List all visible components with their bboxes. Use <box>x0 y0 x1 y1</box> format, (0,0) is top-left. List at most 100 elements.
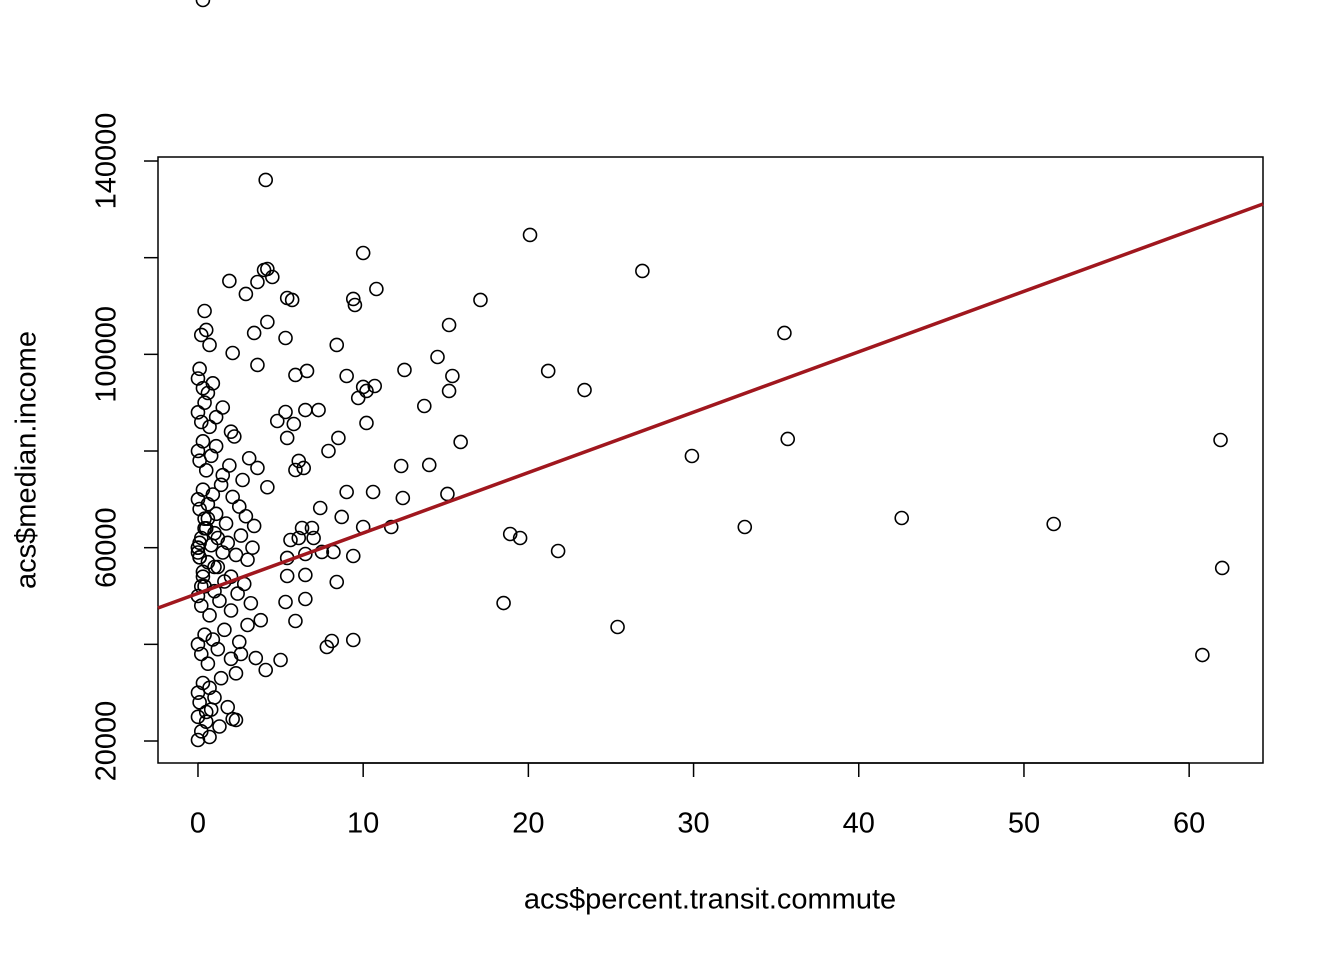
point <box>395 490 411 506</box>
point <box>441 317 457 333</box>
point <box>205 376 221 391</box>
point <box>213 477 229 493</box>
point <box>213 670 229 686</box>
point <box>246 518 262 534</box>
point <box>190 405 206 420</box>
point <box>1213 432 1228 448</box>
point <box>230 586 245 601</box>
point <box>250 274 265 290</box>
point <box>240 552 255 568</box>
point <box>430 349 445 365</box>
point <box>250 357 265 373</box>
point <box>339 368 354 384</box>
regression-line <box>157 202 1264 610</box>
point <box>345 548 361 564</box>
point <box>193 598 209 613</box>
point <box>198 322 214 338</box>
x-tick-label: 60 <box>1173 808 1205 840</box>
point <box>331 430 346 446</box>
point <box>421 457 437 473</box>
point <box>192 695 207 710</box>
point <box>235 472 250 488</box>
point <box>383 519 399 535</box>
point <box>1046 516 1061 532</box>
point <box>205 487 221 502</box>
x-tick-label: 0 <box>190 808 206 840</box>
point <box>210 530 226 546</box>
point <box>193 414 209 430</box>
point <box>197 395 212 410</box>
point <box>212 719 227 734</box>
point <box>393 458 409 474</box>
point <box>635 263 650 279</box>
point <box>223 603 239 618</box>
point <box>207 559 222 575</box>
point <box>473 292 488 308</box>
plot-frame <box>157 156 1264 764</box>
point <box>540 363 556 379</box>
point <box>192 361 207 377</box>
point <box>1214 560 1230 576</box>
point <box>245 540 260 555</box>
x-tick-label: 10 <box>347 808 379 840</box>
point <box>190 732 206 748</box>
point <box>258 662 274 678</box>
point <box>288 613 303 629</box>
point <box>233 528 249 543</box>
y-tick-label: 60000 <box>91 507 123 588</box>
point <box>222 273 237 289</box>
point <box>231 634 247 650</box>
point <box>359 415 374 431</box>
point <box>777 325 792 341</box>
point <box>453 434 468 450</box>
point <box>512 530 528 546</box>
point <box>684 448 700 464</box>
x-tick-label: 30 <box>677 808 709 840</box>
point <box>294 520 310 536</box>
point <box>737 519 753 535</box>
point <box>190 545 206 560</box>
point <box>319 639 335 655</box>
point <box>278 594 293 610</box>
point <box>203 702 219 717</box>
y-tick-label: 100000 <box>91 306 123 403</box>
point <box>286 416 302 432</box>
point <box>238 286 254 302</box>
point <box>445 368 460 384</box>
point <box>329 574 345 590</box>
point <box>610 619 625 635</box>
point <box>312 500 328 516</box>
y-tick-label: 20000 <box>91 701 123 782</box>
point <box>279 568 295 584</box>
point <box>253 612 269 628</box>
point <box>329 337 345 353</box>
point <box>1195 647 1210 663</box>
point <box>288 462 303 478</box>
x-axis-label: acs$percent.transit.commute <box>524 884 896 916</box>
point <box>197 521 212 536</box>
point <box>780 431 796 447</box>
point <box>260 479 275 495</box>
x-tick-label: 50 <box>1008 808 1040 840</box>
point <box>367 378 383 394</box>
point <box>496 595 511 611</box>
point <box>260 314 275 330</box>
point <box>304 520 320 536</box>
point <box>215 467 231 483</box>
point <box>240 617 255 633</box>
point <box>208 438 224 454</box>
point <box>279 430 295 446</box>
point <box>208 506 224 522</box>
point <box>197 627 212 642</box>
point <box>195 0 211 8</box>
point <box>243 595 259 611</box>
point <box>200 656 216 671</box>
point <box>190 637 206 652</box>
point <box>198 714 214 729</box>
point <box>397 362 412 378</box>
y-axis-label: acs$median.income <box>11 331 43 589</box>
point <box>220 699 236 715</box>
point <box>193 646 209 662</box>
